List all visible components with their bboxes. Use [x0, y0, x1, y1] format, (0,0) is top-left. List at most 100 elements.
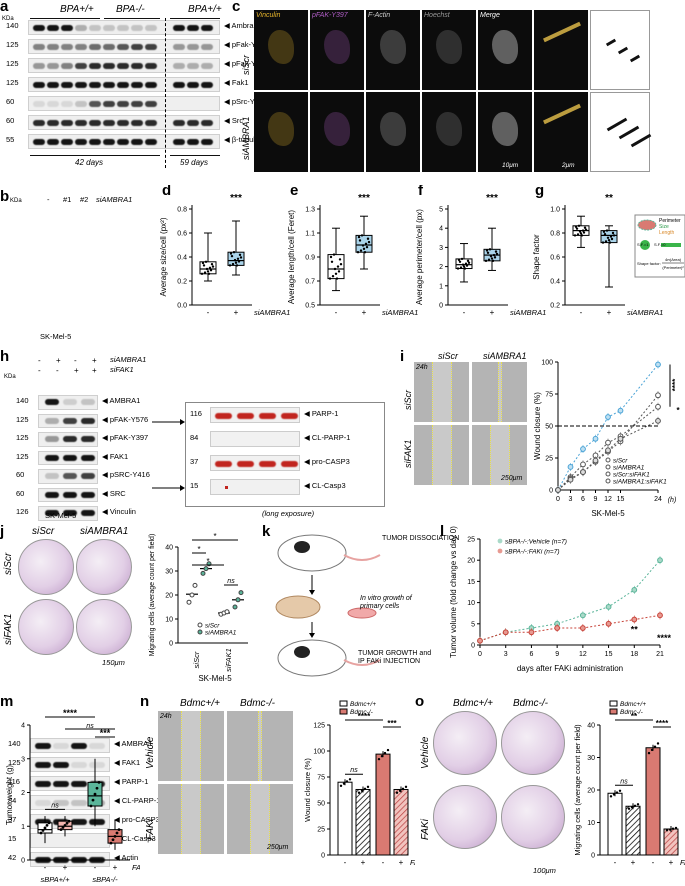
- row-label: siScr: [3, 552, 14, 575]
- data-point: [93, 792, 97, 796]
- data-point: [579, 232, 583, 235]
- data-point: [404, 785, 408, 789]
- time-label: 24h: [416, 364, 428, 371]
- mw-label: 126: [16, 507, 29, 516]
- x-category: siFAK1: [224, 648, 233, 672]
- data-point: [460, 257, 464, 261]
- data-point: [59, 828, 63, 832]
- data-point: [230, 254, 234, 258]
- panel-label-b: b: [0, 188, 10, 205]
- data-point: [578, 230, 582, 233]
- band: [89, 119, 101, 126]
- data-point: [209, 269, 213, 272]
- blot-strip: [38, 487, 98, 502]
- band: [89, 100, 101, 107]
- mw-label: 84: [190, 433, 199, 442]
- lane-label: -: [47, 195, 50, 204]
- sign-label: -: [614, 858, 617, 867]
- data-point: [206, 270, 210, 273]
- micrograph-tile: [254, 92, 308, 172]
- data-point: [329, 255, 333, 259]
- transwell-dish: [433, 711, 497, 775]
- tick-label: 3: [21, 756, 25, 763]
- tick-label: 0.0: [177, 303, 187, 310]
- col-label: Bdmc-/-: [240, 698, 275, 709]
- protein-label: ◀ pSrc-Y416: [224, 97, 268, 106]
- band: [81, 454, 95, 461]
- legend-entry: siScr:siFAK1: [613, 472, 650, 479]
- tick-label: 0: [549, 488, 553, 495]
- protein-label: ◀ AMBRA1: [102, 396, 141, 405]
- data-point: [657, 557, 663, 564]
- data-point: [502, 629, 509, 636]
- protein-label: ◀ FAK1: [102, 451, 129, 461]
- col-label: siAMBRA1: [483, 351, 527, 361]
- group-label-3: BPA+/+: [188, 4, 222, 15]
- adhesion-mask: [605, 38, 617, 47]
- cell-line-label: SK-Mel-5: [40, 332, 72, 341]
- tick-label: 12: [579, 651, 587, 658]
- panel-label-j: j: [0, 523, 5, 540]
- tick-label: 9: [555, 651, 559, 658]
- data-point: [459, 266, 463, 269]
- mw-label: 37: [190, 457, 199, 466]
- significance: *: [206, 557, 209, 566]
- legend-entry: Size: [659, 224, 669, 230]
- protein-label: ◀ PARP-1: [304, 409, 339, 418]
- sign-label: +: [113, 863, 118, 872]
- sign-label: -: [652, 858, 655, 867]
- data-point: [605, 414, 611, 420]
- band: [75, 81, 87, 88]
- micrograph-tile: [366, 10, 420, 90]
- mw-label: 125: [6, 40, 19, 49]
- data-point: [65, 821, 69, 825]
- data-point: [360, 234, 364, 237]
- tick-label: 0.2: [177, 279, 187, 286]
- tick-label: 0.7: [305, 279, 315, 286]
- mw-label: 42: [8, 853, 17, 862]
- data-point: [461, 263, 465, 266]
- data-point: [462, 265, 466, 268]
- data-point: [333, 267, 337, 271]
- band: [131, 138, 143, 145]
- cell-line-label: SK-Mel-5: [591, 509, 625, 518]
- data-point: [554, 625, 561, 631]
- band: [71, 818, 87, 825]
- legend-swatch: [609, 708, 618, 715]
- wound-gap: [497, 362, 502, 422]
- micrograph-tile: [534, 10, 588, 90]
- tick-label: 12: [604, 496, 612, 503]
- legend-marker: [605, 478, 611, 484]
- tick-label: 40: [165, 545, 173, 552]
- sign-label: +: [490, 308, 495, 317]
- data-point: [528, 629, 535, 636]
- legend-marker: [197, 622, 203, 628]
- band: [63, 491, 77, 498]
- data-point: [224, 609, 230, 615]
- bar: [625, 805, 641, 856]
- protein-label: ◀ FAK1: [114, 758, 141, 767]
- mw-label: 125: [6, 78, 19, 87]
- panel-label: g: [535, 185, 544, 199]
- data-point: [655, 417, 661, 424]
- band: [33, 43, 45, 50]
- data-point: [91, 798, 95, 802]
- band: [131, 81, 143, 88]
- col-label: Bdmc-/-: [513, 698, 548, 709]
- adhesion-shape: [543, 21, 581, 43]
- data-point: [467, 261, 471, 264]
- band: [35, 780, 51, 787]
- significance: ns: [350, 767, 358, 774]
- mw-label: 15: [190, 481, 199, 490]
- bar: [607, 792, 623, 856]
- data-point: [335, 277, 339, 280]
- band: [47, 119, 59, 126]
- y-axis-label: Migrating cells (average count per field…: [149, 534, 156, 657]
- band: [117, 81, 129, 88]
- band: [145, 62, 157, 69]
- bar: [645, 747, 661, 856]
- band: [145, 119, 157, 126]
- band: [187, 81, 199, 88]
- data-point: [617, 435, 624, 442]
- tick-label: 21: [656, 651, 664, 658]
